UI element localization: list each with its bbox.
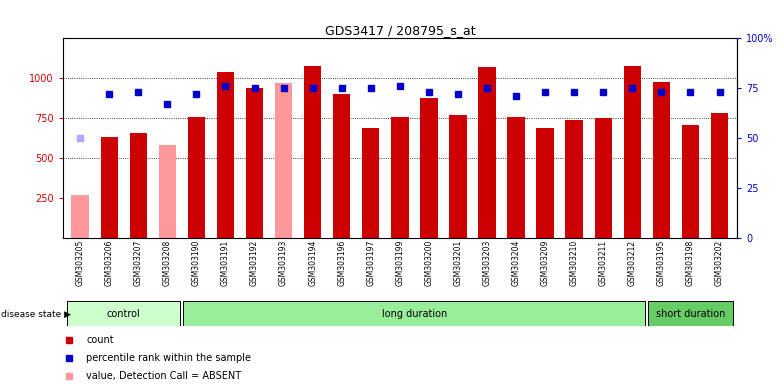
Text: GSM303212: GSM303212 [628, 240, 637, 286]
Text: GSM303194: GSM303194 [308, 240, 318, 286]
Text: GSM303206: GSM303206 [105, 240, 114, 286]
Text: GSM303200: GSM303200 [424, 240, 434, 286]
Bar [158, 146, 176, 238]
Bar [183, 301, 645, 326]
Text: GSM303207: GSM303207 [134, 240, 143, 286]
Text: GSM303198: GSM303198 [686, 240, 695, 286]
Bar [129, 132, 147, 238]
Text: GSM303196: GSM303196 [337, 240, 347, 286]
Text: control: control [107, 309, 140, 319]
Bar [275, 83, 292, 238]
Bar [565, 120, 583, 238]
Bar [648, 301, 732, 326]
Text: GSM303210: GSM303210 [570, 240, 579, 286]
Bar [67, 301, 180, 326]
Text: GSM303195: GSM303195 [657, 240, 666, 286]
Bar [623, 66, 641, 238]
Text: GSM303211: GSM303211 [599, 240, 608, 286]
Text: percentile rank within the sample: percentile rank within the sample [86, 353, 252, 363]
Text: GSM303199: GSM303199 [395, 240, 405, 286]
Text: long duration: long duration [382, 309, 447, 319]
Bar [594, 118, 612, 238]
Text: count: count [86, 334, 114, 344]
Bar [216, 72, 234, 238]
Bar [333, 94, 350, 238]
Bar [536, 128, 554, 238]
Bar [478, 67, 495, 238]
Text: short duration: short duration [655, 309, 725, 319]
Text: disease state ▶: disease state ▶ [1, 310, 71, 318]
Bar [682, 125, 699, 238]
Text: GSM303202: GSM303202 [715, 240, 724, 286]
Text: GSM303204: GSM303204 [512, 240, 521, 286]
Text: GSM303209: GSM303209 [541, 240, 550, 286]
Bar [449, 115, 466, 238]
Text: GSM303201: GSM303201 [453, 240, 463, 286]
Bar [507, 117, 524, 238]
Text: GSM303208: GSM303208 [163, 240, 172, 286]
Bar [246, 88, 263, 238]
Text: GSM303203: GSM303203 [482, 240, 492, 286]
Bar [304, 66, 321, 238]
Bar [362, 128, 379, 238]
Title: GDS3417 / 208795_s_at: GDS3417 / 208795_s_at [325, 24, 475, 37]
Text: GSM303193: GSM303193 [279, 240, 288, 286]
Bar [71, 195, 89, 238]
Bar [187, 117, 205, 238]
Bar [391, 117, 408, 238]
Text: value, Detection Call = ABSENT: value, Detection Call = ABSENT [86, 371, 241, 381]
Bar [711, 114, 728, 238]
Text: GSM303191: GSM303191 [221, 240, 230, 286]
Bar [420, 98, 437, 238]
Text: GSM303205: GSM303205 [76, 240, 85, 286]
Bar [100, 137, 118, 238]
Text: GSM303197: GSM303197 [366, 240, 376, 286]
Text: GSM303192: GSM303192 [250, 240, 259, 286]
Text: GSM303190: GSM303190 [192, 240, 201, 286]
Bar [652, 81, 670, 238]
